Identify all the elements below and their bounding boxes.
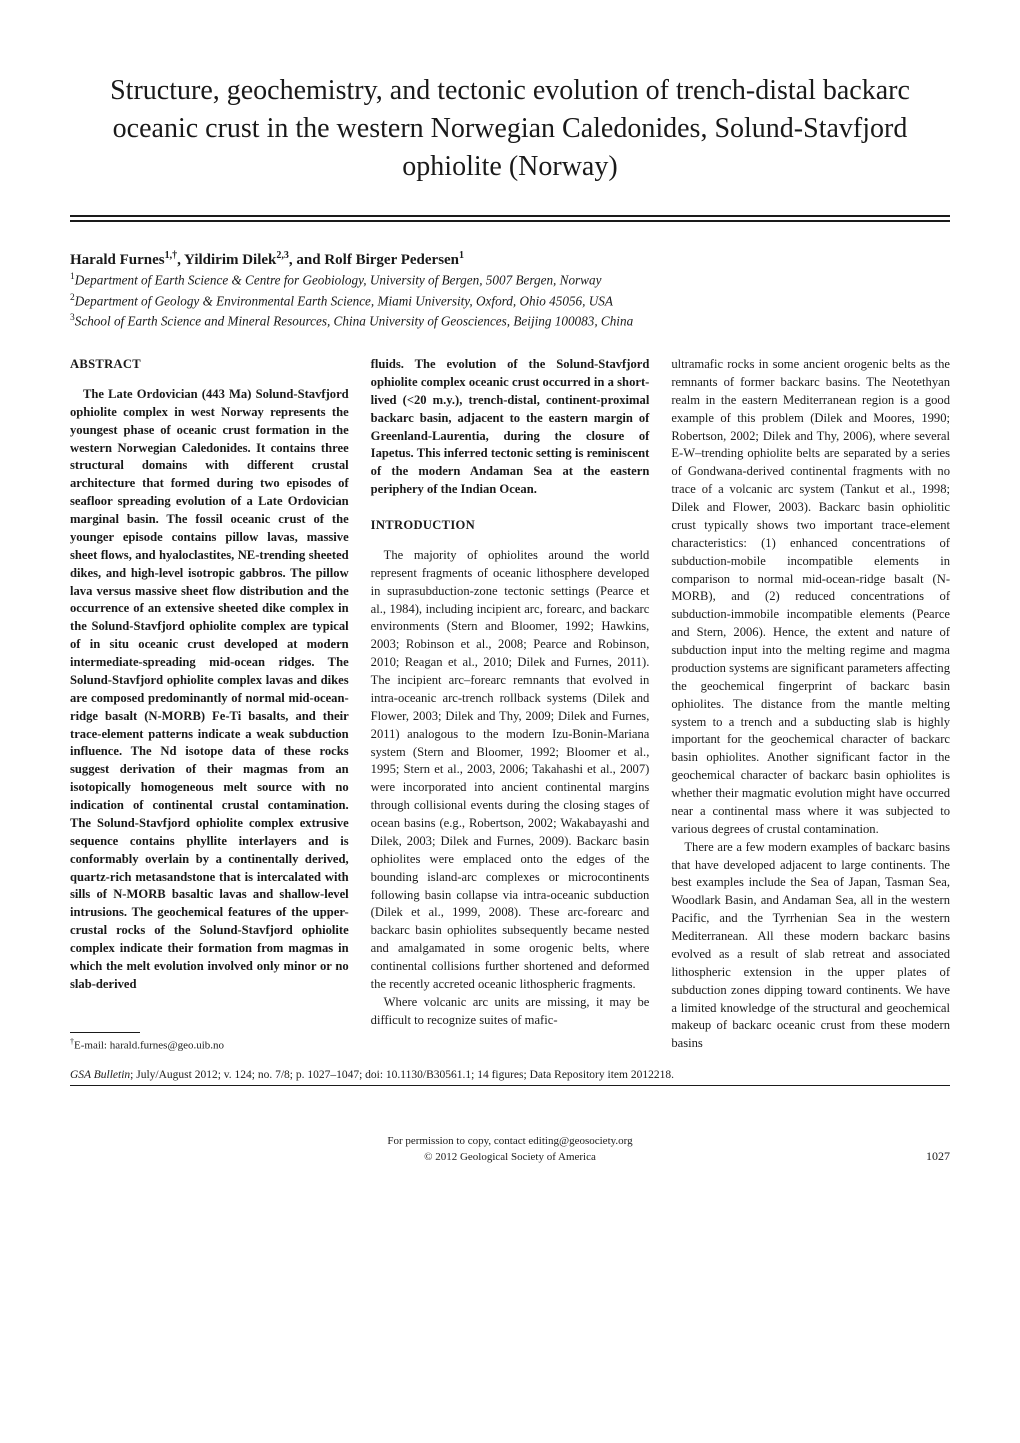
introduction-p1: The majority of ophiolites around the wo…	[371, 547, 650, 994]
footnote-rule	[70, 1032, 140, 1033]
copyright-line: © 2012 Geological Society of America	[70, 1150, 950, 1165]
abstract-continued: fluids. The evolution of the Solund-Stav…	[371, 356, 650, 499]
citation-journal: GSA Bulletin	[70, 1069, 130, 1081]
authors-block: Harald Furnes1,†, Yildirim Dilek2,3, and…	[70, 250, 950, 330]
affil-text-3: School of Earth Science and Mineral Reso…	[75, 313, 633, 328]
citation-rule	[70, 1085, 950, 1086]
footer-block: For permission to copy, contact editing@…	[70, 1134, 950, 1165]
title-rule-bottom	[70, 220, 950, 222]
author-line: Harald Furnes1,†, Yildirim Dilek2,3, and…	[70, 250, 950, 269]
affiliation-3: 3School of Earth Science and Mineral Res…	[70, 312, 950, 330]
affiliation-1: 1Department of Earth Science & Centre fo…	[70, 271, 950, 289]
permission-line: For permission to copy, contact editing@…	[70, 1134, 950, 1149]
col3-p1: ultramafic rocks in some ancient orogeni…	[671, 356, 950, 839]
introduction-p2: Where volcanic arc units are missing, it…	[371, 994, 650, 1030]
footnote: †E-mail: harald.furnes@geo.uib.no	[70, 1037, 349, 1053]
citation-line: GSA Bulletin; July/August 2012; v. 124; …	[70, 1069, 950, 1081]
abstract-body: The Late Ordovician (443 Ma) Solund-Stav…	[70, 386, 349, 994]
article-title: Structure, geochemistry, and tectonic ev…	[110, 72, 910, 185]
affil-text-1: Department of Earth Science & Centre for…	[75, 273, 602, 288]
citation-rest: ; July/August 2012; v. 124; no. 7/8; p. …	[130, 1069, 674, 1081]
affil-text-2: Department of Geology & Environmental Ea…	[75, 293, 613, 308]
introduction-heading: INTRODUCTION	[371, 517, 650, 535]
column-3: ultramafic rocks in some ancient orogeni…	[671, 356, 950, 1053]
column-2: fluids. The evolution of the Solund-Stav…	[371, 356, 650, 1053]
body-columns: ABSTRACT The Late Ordovician (443 Ma) So…	[70, 356, 950, 1053]
column-1: ABSTRACT The Late Ordovician (443 Ma) So…	[70, 356, 349, 1053]
abstract-heading: ABSTRACT	[70, 356, 349, 374]
col3-p2: There are a few modern examples of backa…	[671, 839, 950, 1054]
page-number: 1027	[926, 1148, 950, 1165]
footnote-text: E-mail: harald.furnes@geo.uib.no	[74, 1040, 224, 1052]
affiliation-2: 2Department of Geology & Environmental E…	[70, 292, 950, 310]
